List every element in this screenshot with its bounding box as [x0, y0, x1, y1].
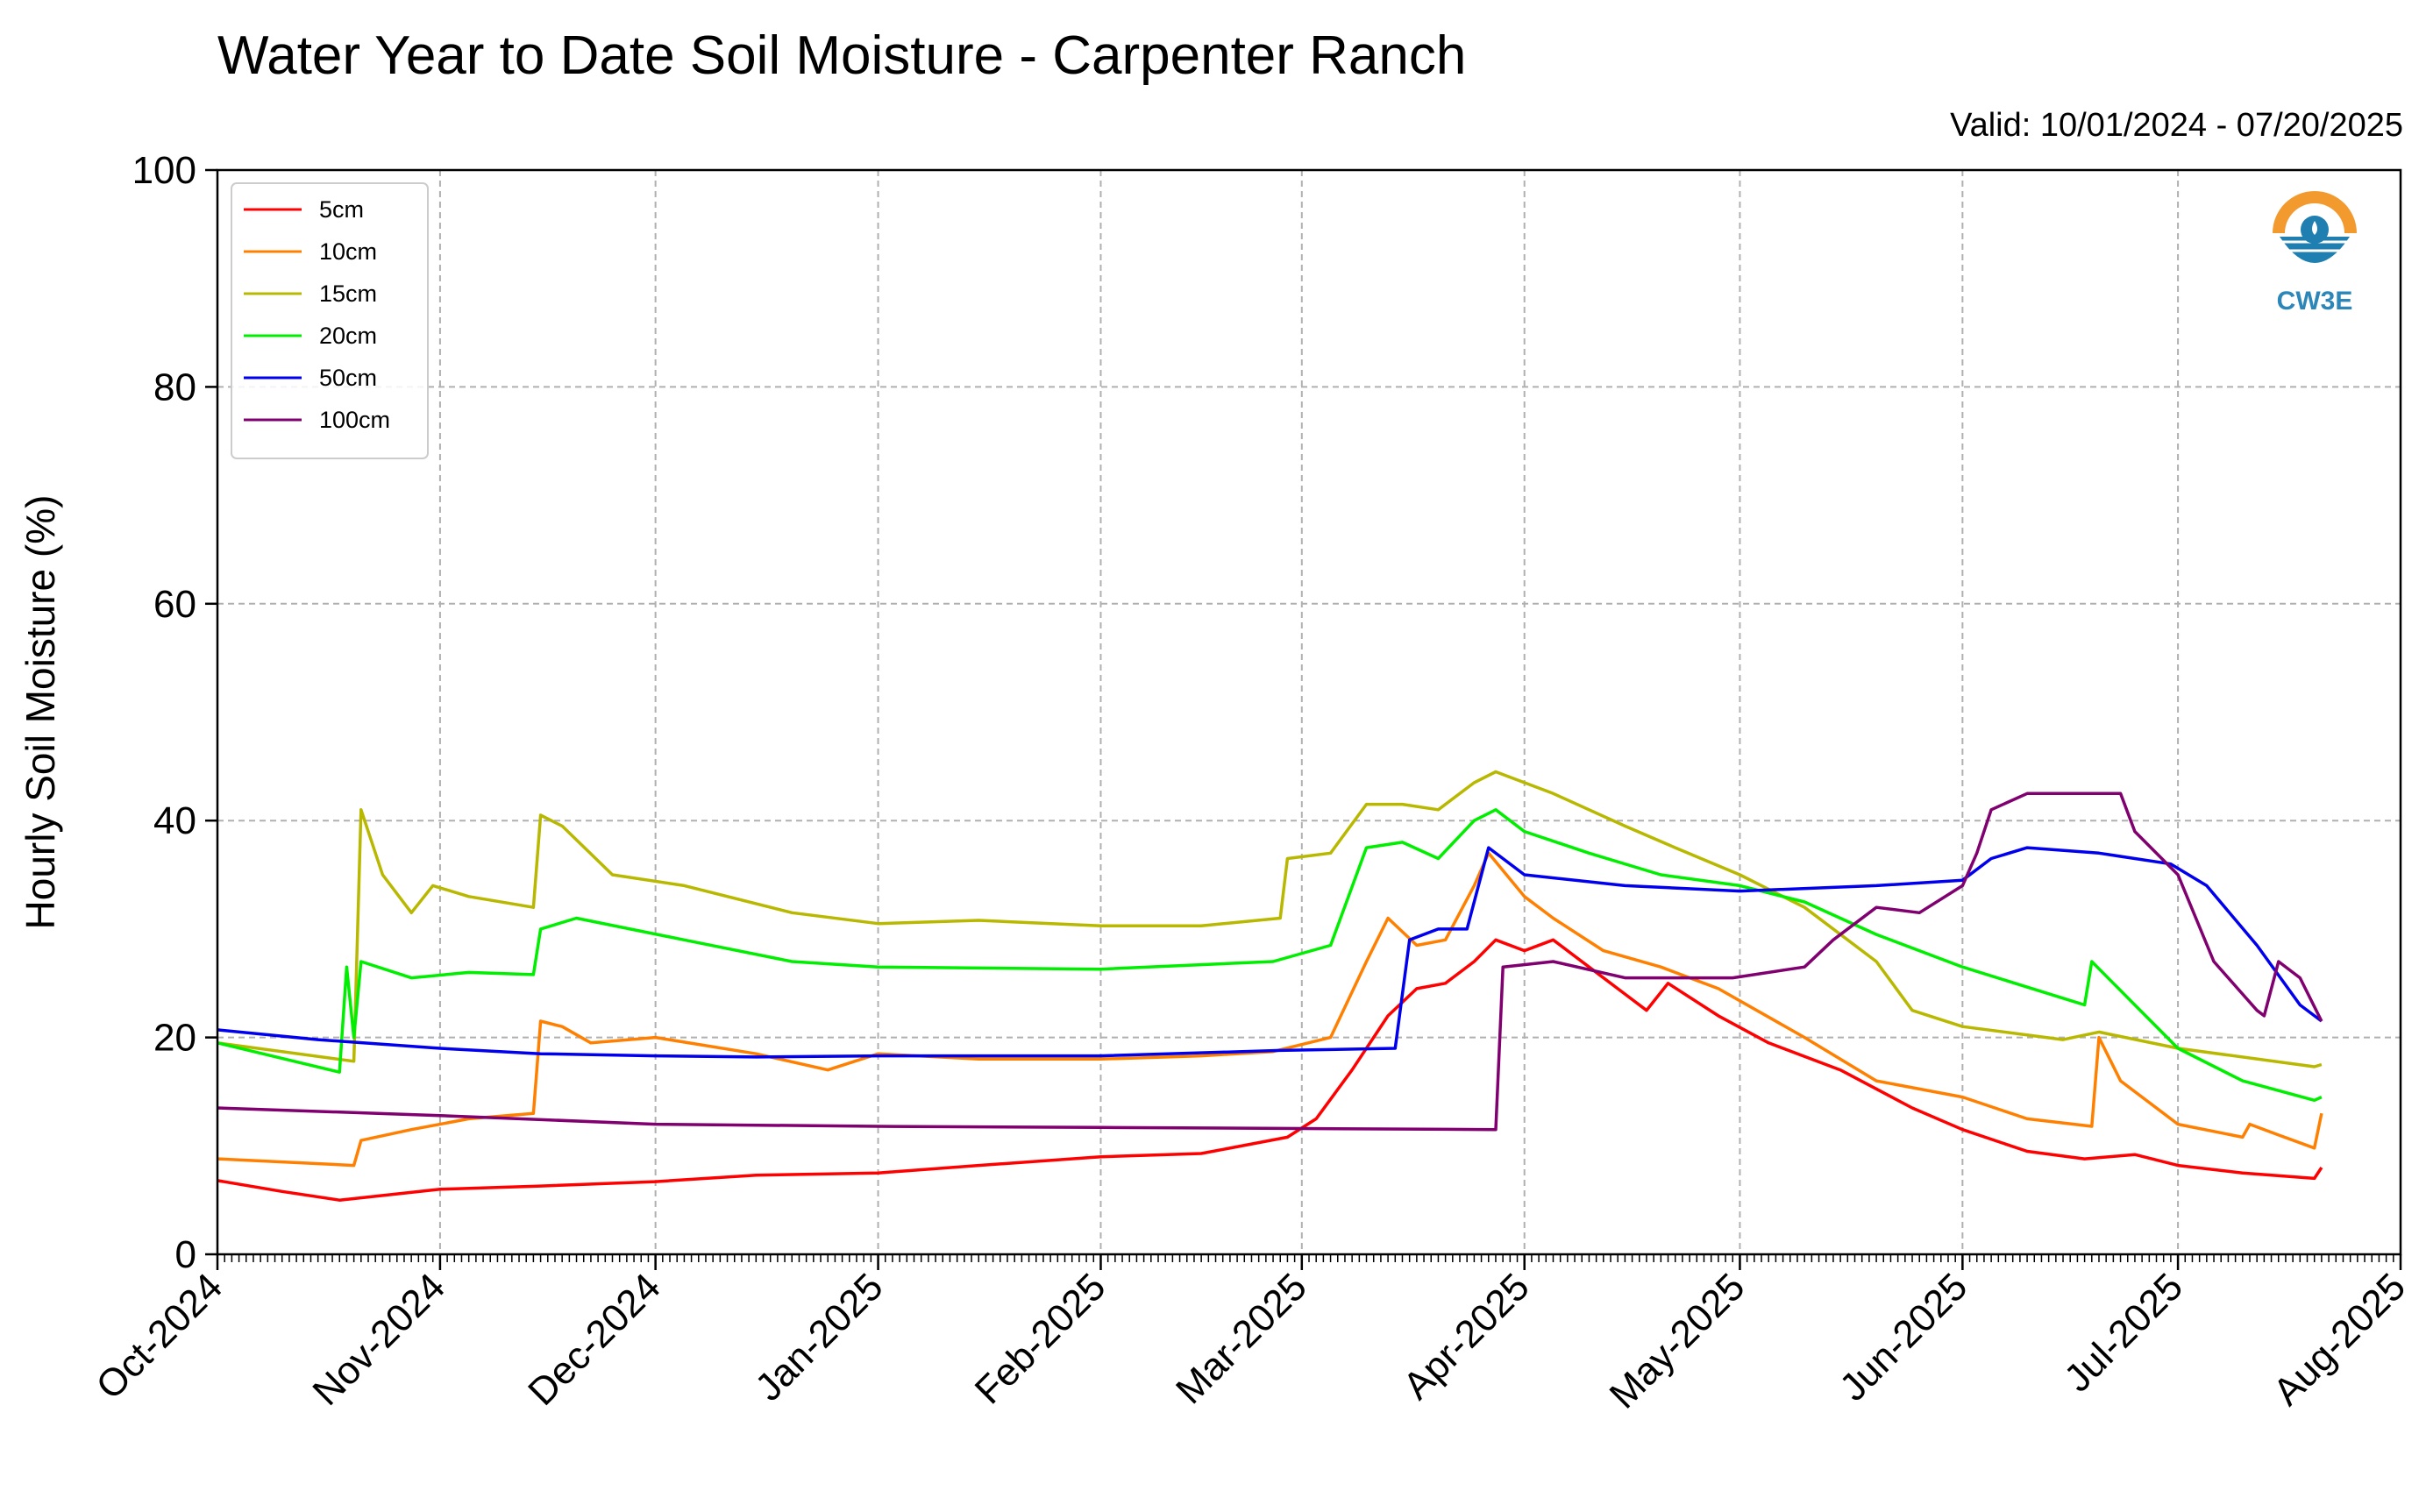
- y-tick-label: 40: [153, 799, 196, 842]
- x-tick-label: Jun-2025: [1832, 1265, 1975, 1409]
- plot-frame: [216, 168, 2402, 1256]
- y-tick-label: 20: [153, 1017, 196, 1060]
- x-tick-label: Apr-2025: [1395, 1265, 1538, 1408]
- y-tick-labels: 0 20 40 60 80 100: [132, 149, 196, 1276]
- legend-label-5cm: 5cm: [319, 196, 364, 223]
- series-line-100cm: [217, 791, 2323, 1132]
- chart-title: Water Year to Date Soil Moisture - Carpe…: [217, 25, 1467, 86]
- x-tick-label: Oct-2024: [88, 1265, 231, 1408]
- legend-label-20cm: 20cm: [319, 323, 377, 349]
- grid-lines: [217, 169, 2401, 1255]
- x-tick-label: Feb-2025: [967, 1265, 1114, 1412]
- x-tick-label: Dec-2024: [520, 1265, 669, 1414]
- minor-ticks: [217, 1254, 2401, 1262]
- y-tick-label: 100: [132, 149, 196, 192]
- x-tick-label: Mar-2025: [1168, 1265, 1315, 1412]
- legend-label-15cm: 15cm: [319, 280, 377, 307]
- series-line-10cm: [217, 851, 2323, 1168]
- logo-text: CW3E: [2277, 287, 2353, 316]
- series-line-50cm: [217, 846, 2323, 1059]
- series-lines: [217, 770, 2323, 1202]
- valid-date-range: Valid: 10/01/2024 - 07/20/2025: [1950, 107, 2403, 144]
- legend-label-10cm: 10cm: [319, 238, 377, 265]
- y-tick-label: 0: [175, 1233, 196, 1276]
- x-tick-label: Aug-2025: [2265, 1265, 2414, 1414]
- series-line-5cm: [217, 938, 2323, 1202]
- x-tick-label: Jul-2025: [2056, 1265, 2191, 1400]
- x-tick-label: Jan-2025: [747, 1265, 891, 1409]
- y-tick-label: 80: [153, 366, 196, 408]
- cw3e-logo: CW3E: [2273, 191, 2357, 316]
- legend-label-100cm: 100cm: [319, 407, 390, 433]
- y-axis-label: Hourly Soil Moisture (%): [18, 495, 63, 930]
- x-tick-label: May-2025: [1602, 1265, 1754, 1416]
- y-tick-label: 60: [153, 583, 196, 626]
- major-ticks: [205, 168, 2402, 1270]
- water-drop-logo-icon: [2273, 191, 2357, 277]
- series-line-15cm: [217, 770, 2323, 1068]
- legend-label-50cm: 50cm: [319, 365, 377, 391]
- series-line-20cm: [217, 808, 2323, 1103]
- x-tick-label: Nov-2024: [304, 1265, 453, 1414]
- x-tick-labels: Oct-2024 Nov-2024 Dec-2024 Jan-2025 Feb-2025…: [88, 1265, 2414, 1416]
- legend: 5cm 10cm 15cm 20cm 50cm 100cm: [231, 182, 429, 459]
